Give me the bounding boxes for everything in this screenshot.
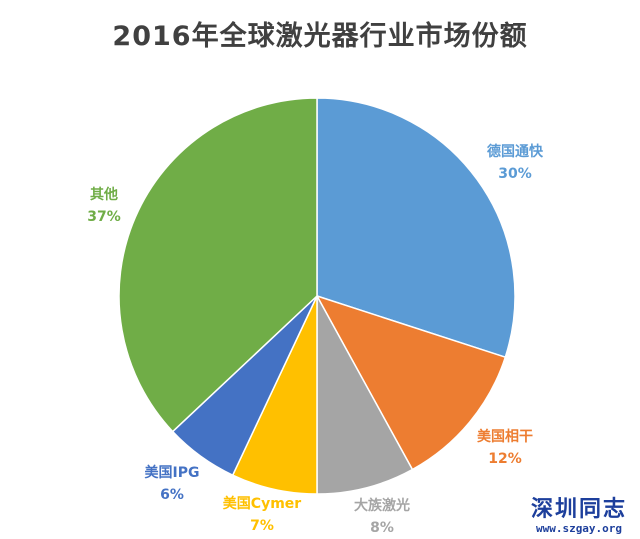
pie-slices xyxy=(118,97,516,495)
slice-value-label-4: 6% xyxy=(160,487,184,503)
pie-slice-1 xyxy=(315,294,507,471)
slice-name-label-3: 美国Cymer xyxy=(223,495,301,512)
slice-value-label-3: 7% xyxy=(250,518,274,534)
pie-slice-2 xyxy=(316,295,414,495)
chart-title: 2016年全球激光器行业市场份额 xyxy=(112,21,528,52)
slice-name-label-1: 美国相干 xyxy=(477,428,533,445)
slice-name-label-0: 德国通快 xyxy=(487,143,544,160)
watermark-url: www.szgay.org xyxy=(535,522,623,535)
slice-value-label-5: 37% xyxy=(87,209,121,225)
watermark-title: 深圳同志 xyxy=(530,497,627,522)
watermark: 深圳同志 www.szgay.org xyxy=(524,497,634,536)
pie-labels: 德国通快 30% 美国相干 12% 大族激光 8% 美国Cymer 7% 美国IPG 6% 其他 37… xyxy=(87,143,544,536)
pie-slice-0 xyxy=(316,97,516,359)
slice-name-label-4: 美国IPG xyxy=(145,464,200,481)
slice-value-label-0: 30% xyxy=(498,166,532,182)
slice-name-label-5: 其他 xyxy=(90,186,118,203)
slice-name-label-2: 大族激光 xyxy=(354,497,410,514)
pie-slice-5 xyxy=(118,97,318,433)
slice-value-label-2: 8% xyxy=(370,520,394,536)
slice-value-label-1: 12% xyxy=(488,451,522,467)
